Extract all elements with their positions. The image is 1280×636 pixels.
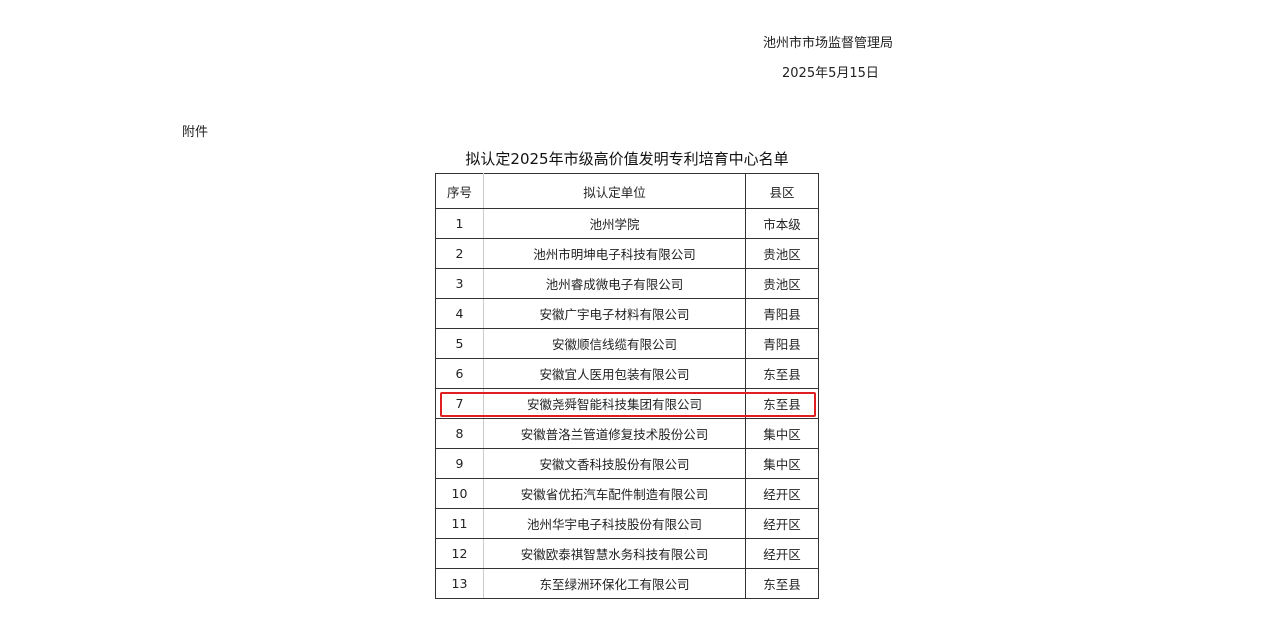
table-row: 5 安徽顺信线缆有限公司 青阳县 (435, 328, 819, 359)
cell-district: 集中区 (745, 448, 819, 479)
cell-unit: 安徽省优拓汽车配件制造有限公司 (483, 478, 746, 509)
cell-unit: 安徽广宇电子材料有限公司 (483, 298, 746, 329)
cell-index: 13 (435, 568, 484, 599)
cell-index: 6 (435, 358, 484, 389)
table-row: 2 池州市明坤电子科技有限公司 贵池区 (435, 238, 819, 269)
cell-unit: 安徽顺信线缆有限公司 (483, 328, 746, 359)
cell-district: 经开区 (745, 538, 819, 569)
cell-district: 市本级 (745, 208, 819, 239)
cell-index: 7 (435, 388, 484, 419)
issue-date: 2025年5月15日 (782, 66, 879, 81)
cell-unit: 安徽普洛兰管道修复技术股份公司 (483, 418, 746, 449)
cell-district: 集中区 (745, 418, 819, 449)
cell-index: 1 (435, 208, 484, 239)
cell-unit: 池州睿成微电子有限公司 (483, 268, 746, 299)
table-header-row: 序号 拟认定单位 县区 (435, 173, 819, 209)
cell-unit: 池州市明坤电子科技有限公司 (483, 238, 746, 269)
cell-unit: 安徽欧泰祺智慧水务科技有限公司 (483, 538, 746, 569)
cell-index: 8 (435, 418, 484, 449)
table-row: 7 安徽尧舜智能科技集团有限公司 东至县 (435, 388, 819, 419)
cell-index: 11 (435, 508, 484, 539)
table-row: 1 池州学院 市本级 (435, 208, 819, 239)
cell-district: 青阳县 (745, 298, 819, 329)
column-header-district: 县区 (745, 173, 819, 209)
table-row: 10 安徽省优拓汽车配件制造有限公司 经开区 (435, 478, 819, 509)
table-row: 4 安徽广宇电子材料有限公司 青阳县 (435, 298, 819, 329)
cell-unit: 安徽宜人医用包装有限公司 (483, 358, 746, 389)
issuer-name: 池州市市场监督管理局 (763, 36, 894, 51)
cell-index: 9 (435, 448, 484, 479)
cell-index: 10 (435, 478, 484, 509)
cell-district: 东至县 (745, 568, 819, 599)
table-row: 12 安徽欧泰祺智慧水务科技有限公司 经开区 (435, 538, 819, 569)
attachment-label: 附件 (182, 125, 209, 140)
table-row: 9 安徽文香科技股份有限公司 集中区 (435, 448, 819, 479)
table-row: 3 池州睿成微电子有限公司 贵池区 (435, 268, 819, 299)
table-title: 拟认定2025年市级高价值发明专利培育中心名单 (465, 150, 789, 168)
cell-district: 经开区 (745, 508, 819, 539)
cell-index: 5 (435, 328, 484, 359)
cell-district: 贵池区 (745, 238, 819, 269)
cell-unit: 东至绿洲环保化工有限公司 (483, 568, 746, 599)
cell-district: 经开区 (745, 478, 819, 509)
cell-unit: 安徽文香科技股份有限公司 (483, 448, 746, 479)
cell-district: 东至县 (745, 388, 819, 419)
cell-district: 东至县 (745, 358, 819, 389)
table-row: 6 安徽宜人医用包装有限公司 东至县 (435, 358, 819, 389)
cell-unit: 池州学院 (483, 208, 746, 239)
column-header-unit: 拟认定单位 (483, 173, 746, 209)
candidate-table: 序号 拟认定单位 县区 1 池州学院 市本级 2 池州市明坤电子科技有限公司 贵池区 3 池州… (435, 173, 819, 599)
table-row: 11 池州华宇电子科技股份有限公司 经开区 (435, 508, 819, 539)
cell-unit: 池州华宇电子科技股份有限公司 (483, 508, 746, 539)
table-row: 13 东至绿洲环保化工有限公司 东至县 (435, 568, 819, 599)
cell-district: 贵池区 (745, 268, 819, 299)
column-header-index: 序号 (435, 173, 484, 209)
cell-unit: 安徽尧舜智能科技集团有限公司 (483, 388, 746, 419)
cell-index: 4 (435, 298, 484, 329)
table-row: 8 安徽普洛兰管道修复技术股份公司 集中区 (435, 418, 819, 449)
cell-district: 青阳县 (745, 328, 819, 359)
cell-index: 12 (435, 538, 484, 569)
cell-index: 3 (435, 268, 484, 299)
cell-index: 2 (435, 238, 484, 269)
